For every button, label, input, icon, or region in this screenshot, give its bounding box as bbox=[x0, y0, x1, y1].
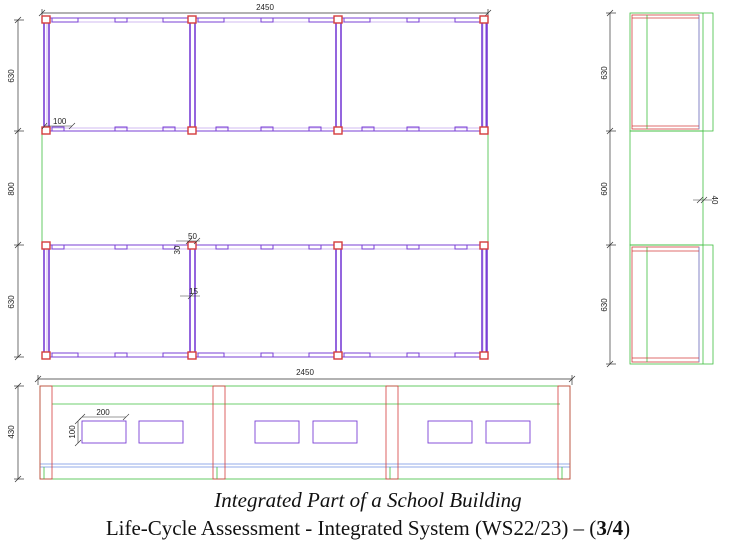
side-dimension-line bbox=[606, 9, 616, 368]
window-width-label: 200 bbox=[96, 408, 110, 417]
side-bottom-depth-label: 630 bbox=[600, 298, 609, 312]
top-bays bbox=[41, 15, 489, 135]
plan-left-dimension bbox=[14, 16, 24, 361]
detail-15-label: 15 bbox=[189, 287, 198, 296]
plan-bottom-depth-label: 630 bbox=[7, 295, 16, 309]
plan-width-label: 2450 bbox=[256, 3, 274, 12]
detail-100-label: 100 bbox=[53, 117, 67, 126]
elevation-height-label: 430 bbox=[7, 425, 16, 439]
detail-dimensions bbox=[41, 122, 201, 300]
caption-title-part: 3/4 bbox=[596, 516, 624, 540]
detail-50-label: 50 bbox=[188, 232, 197, 241]
elevation-view: 2450 430 bbox=[7, 368, 576, 483]
side-offset-label: 40 bbox=[710, 196, 719, 205]
caption-title-suffix: ) bbox=[623, 516, 631, 540]
caption-title: Life-Cycle Assessment - Integrated Syste… bbox=[0, 516, 736, 541]
caption-subtitle: Integrated Part of a School Building bbox=[214, 488, 522, 512]
window-height-label: 100 bbox=[68, 425, 77, 439]
plan-width-dimension bbox=[38, 9, 492, 20]
side-middle-depth-label: 600 bbox=[600, 182, 609, 196]
side-view: 630 600 630 40 bbox=[600, 9, 719, 368]
plan-view: 2450 630 800 630 bbox=[7, 3, 492, 361]
detail-30-label: 30 bbox=[173, 245, 182, 254]
elevation-width-label: 2450 bbox=[296, 368, 314, 377]
plan-top-depth-label: 630 bbox=[7, 69, 16, 83]
caption-title-prefix: Life-Cycle Assessment - Integrated Syste… bbox=[105, 516, 597, 540]
elevation-height-dimension bbox=[14, 382, 24, 483]
bottom-bays bbox=[41, 241, 489, 360]
side-top-depth-label: 630 bbox=[600, 66, 609, 80]
plan-corridor-depth-label: 800 bbox=[7, 182, 16, 196]
corridor-outline bbox=[41, 130, 489, 246]
window-dimensions bbox=[74, 413, 130, 447]
elevation-windows bbox=[81, 420, 531, 444]
elevation-width-dimension bbox=[34, 375, 576, 385]
side-offset-dimension bbox=[693, 196, 712, 204]
